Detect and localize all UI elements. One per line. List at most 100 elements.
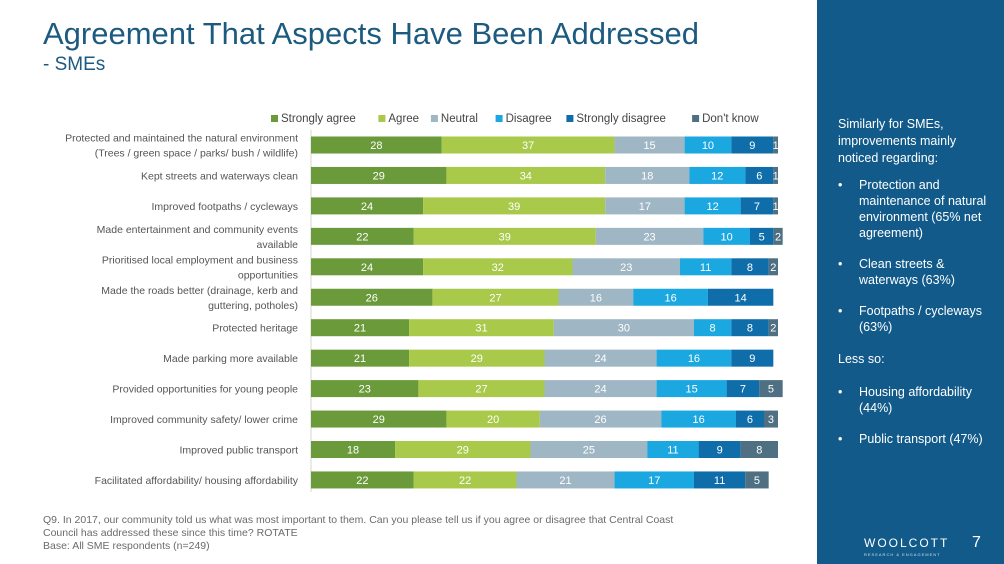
data-label: 27 [489,292,501,304]
data-label: 22 [356,231,368,243]
side-panel-bullet-footpaths: • Footpaths / cycleways (63%) [838,303,998,335]
category-label: Made entertainment and community events [97,224,298,236]
data-label: 14 [735,292,747,304]
bar-segment [572,258,680,276]
footnote-line-question: Q9. In 2017, our community told us what … [43,514,674,526]
data-label: 8 [747,262,753,274]
data-label: 8 [756,445,762,457]
side-panel-bullet-housing: • Housing affordability (44%) [838,384,998,416]
bar-segment [409,319,554,337]
category-label: Prioritised local employment and busines… [102,254,298,266]
category-label: Provided opportunities for young people [112,384,298,396]
bullet-text: Housing affordability (44%) [859,385,973,415]
category-label: Protected heritage [212,323,298,335]
data-label: 21 [354,353,366,365]
data-label: 24 [594,384,606,396]
bar-segment [311,410,447,428]
woolcott-logo: WOOLCOTT [864,536,950,550]
side-panel-intro: Similarly for SMEs, improvements mainly … [838,117,957,165]
bar-segment [703,227,750,245]
data-label: 21 [559,475,571,487]
bar-segment [614,136,685,154]
data-label: 18 [641,170,653,182]
data-label: 27 [475,384,487,396]
bar-segment [423,258,573,276]
data-label: 23 [643,231,655,243]
bar-segment [693,319,732,337]
bar-segment [441,136,615,154]
data-label: 17 [648,475,660,487]
bar-segment [633,288,708,306]
bar-segment [395,441,531,458]
bar-segment [768,319,778,337]
category-label: Protected and maintained the natural env… [65,133,298,145]
woolcott-logo-tagline: RESEARCH & ENGAGEMENT [864,552,941,557]
bar-segment [707,288,774,306]
bar-segment [731,136,774,154]
bar-segment [698,441,741,458]
data-label: 5 [754,475,760,487]
data-label: 9 [749,353,755,365]
data-label: 11 [700,262,711,274]
data-label: 10 [702,140,714,152]
bar-segment [763,410,778,428]
data-label: 16 [692,414,704,426]
data-label: 1 [773,140,779,152]
bar-segment [544,349,657,367]
bar-segment [418,380,545,398]
footnote-line-base: Base: All SME respondents (n=249) [43,540,210,552]
bar-segment [311,288,433,306]
bar-segment [413,227,596,245]
footnote: Q9. In 2017, our community told us what … [43,514,743,553]
data-label: 17 [639,201,651,213]
bar-segment [731,349,774,367]
data-label: 9 [749,140,755,152]
bar-segment [749,227,774,245]
bar-segment [311,197,424,215]
bar-segment [661,410,736,428]
data-label: 1 [773,170,779,182]
data-label: 15 [643,140,655,152]
category-label: opportunities [238,269,298,281]
bar-segment [539,410,662,428]
bar-segment [516,471,615,489]
bar-segment [731,319,769,337]
category-label: Made parking more available [163,353,298,365]
bar-segment [684,136,732,154]
bar-segment [605,197,685,215]
data-label: 37 [522,140,534,152]
bar-segment [311,136,442,154]
bar-segment [446,410,540,428]
legend-label-2: Neutral [441,113,478,125]
data-label: 23 [359,384,371,396]
data-label: 8 [710,323,716,335]
legend-swatch-5 [692,115,700,122]
bar-segment [311,319,410,337]
legend-swatch-2 [430,115,438,122]
data-label: 31 [475,323,487,335]
data-label: 16 [688,353,700,365]
data-label: 12 [711,170,723,182]
bar-segment [656,349,732,367]
bar-segment [693,471,746,489]
legend-swatch-4 [566,115,574,122]
legend-label-3: Disagree [506,113,552,125]
data-label: 5 [759,231,765,243]
bar-segment [558,288,634,306]
data-label: 39 [508,201,520,213]
data-label: 2 [770,262,776,274]
bar-segment [311,258,424,276]
data-label: 6 [747,414,753,426]
side-panel-mainly-list: • Protection and maintenance of natural e… [838,177,998,335]
bullet-icon: • [838,257,843,271]
legend-label-1: Agree [388,113,419,125]
bullet-icon: • [838,432,843,446]
data-label: 24 [361,201,373,213]
bar-segment [773,136,778,154]
data-label: 29 [457,445,469,457]
bar-segment [647,441,699,458]
category-label: (Trees / green space / parks/ bush / wil… [95,148,298,160]
bar-segment [731,258,769,276]
page-number: 7 [972,534,981,551]
